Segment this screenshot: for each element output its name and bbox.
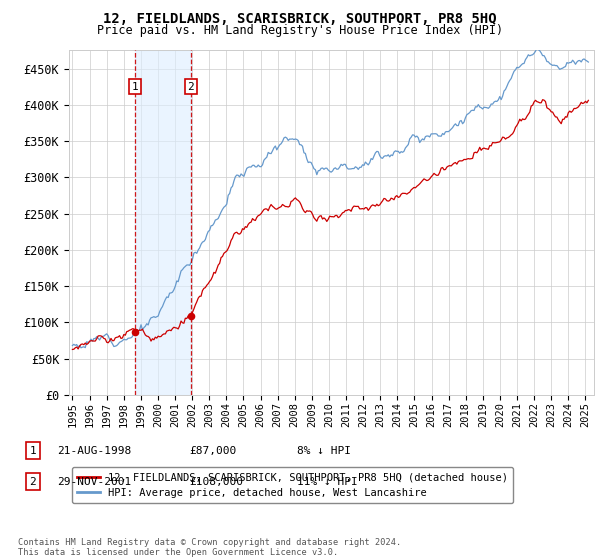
Text: 11% ↓ HPI: 11% ↓ HPI: [297, 477, 358, 487]
Bar: [134, 50, 191, 395]
Text: 29-NOV-2001: 29-NOV-2001: [57, 477, 131, 487]
Text: 8% ↓ HPI: 8% ↓ HPI: [297, 446, 351, 456]
Legend: 12, FIELDLANDS, SCARISBRICK, SOUTHPORT, PR8 5HQ (detached house), HPI: Average p: 12, FIELDLANDS, SCARISBRICK, SOUTHPORT, …: [71, 467, 513, 503]
Text: Price paid vs. HM Land Registry's House Price Index (HPI): Price paid vs. HM Land Registry's House …: [97, 24, 503, 36]
Text: 21-AUG-1998: 21-AUG-1998: [57, 446, 131, 456]
Text: £108,000: £108,000: [189, 477, 243, 487]
Text: 1: 1: [131, 82, 138, 92]
Text: 12, FIELDLANDS, SCARISBRICK, SOUTHPORT, PR8 5HQ: 12, FIELDLANDS, SCARISBRICK, SOUTHPORT, …: [103, 12, 497, 26]
Text: 1: 1: [29, 446, 37, 456]
Text: 2: 2: [29, 477, 37, 487]
Text: Contains HM Land Registry data © Crown copyright and database right 2024.
This d: Contains HM Land Registry data © Crown c…: [18, 538, 401, 557]
Text: £87,000: £87,000: [189, 446, 236, 456]
Text: 2: 2: [187, 82, 194, 92]
